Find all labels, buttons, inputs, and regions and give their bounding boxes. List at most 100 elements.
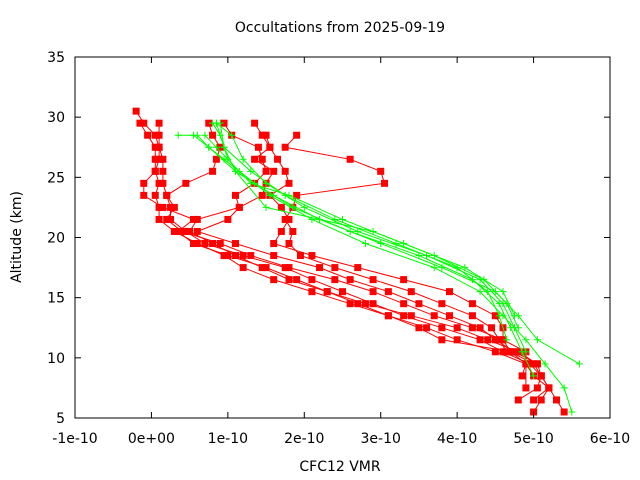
data-point (174, 227, 182, 235)
data-point (262, 167, 270, 175)
data-point (220, 119, 228, 127)
profile-series (163, 119, 553, 404)
data-point (224, 155, 232, 163)
data-point (224, 252, 232, 260)
data-point (369, 276, 377, 284)
data-point (277, 203, 285, 211)
data-point (258, 191, 266, 199)
data-point (247, 252, 255, 260)
data-point (140, 191, 148, 199)
data-point (553, 396, 560, 404)
data-point (514, 324, 522, 332)
data-point (155, 203, 163, 211)
data-point (339, 215, 346, 223)
plot-marks (132, 107, 583, 416)
y-tick-label: 30 (47, 110, 65, 126)
x-tick-label: 6e-10 (590, 431, 630, 447)
data-point (216, 119, 224, 127)
data-point (239, 252, 247, 260)
data-point (186, 227, 194, 235)
data-point (346, 276, 354, 284)
data-point (281, 167, 289, 175)
data-point (155, 155, 163, 163)
data-point (189, 240, 197, 248)
y-tick-label: 35 (47, 50, 65, 66)
data-point (537, 372, 545, 380)
data-point (369, 300, 377, 308)
data-point (293, 131, 301, 139)
data-point (522, 336, 530, 344)
data-point (140, 119, 148, 127)
data-point (354, 264, 362, 272)
data-point (212, 155, 220, 163)
profile-series (136, 119, 545, 404)
data-point (209, 167, 217, 175)
data-point (193, 240, 201, 248)
data-point (189, 131, 197, 139)
series-line (166, 123, 550, 401)
data-point (155, 119, 163, 127)
data-point (296, 252, 304, 260)
x-tick-label: -1e-10 (52, 431, 97, 447)
data-point (151, 191, 159, 199)
data-point (159, 203, 167, 211)
x-tick-label: 2e-10 (284, 431, 324, 447)
data-point (407, 312, 415, 320)
data-point (216, 131, 224, 139)
data-point (495, 312, 503, 320)
x-tick-label: 0e+00 (128, 431, 175, 447)
data-point (262, 264, 270, 272)
data-point (308, 288, 316, 296)
data-point (201, 131, 209, 139)
data-point (281, 215, 289, 223)
data-point (530, 372, 538, 380)
data-point (407, 288, 415, 296)
y-tick-label: 5 (56, 411, 65, 427)
data-point (293, 191, 301, 199)
data-point (468, 300, 476, 308)
series-line (212, 122, 515, 316)
data-point (159, 167, 167, 175)
data-point (468, 312, 476, 320)
data-point (155, 215, 163, 223)
data-point (545, 384, 553, 392)
data-point (289, 203, 297, 211)
x-tick-label: 4e-10 (437, 431, 477, 447)
data-point (316, 264, 324, 272)
data-point (354, 227, 362, 235)
data-point (461, 264, 469, 272)
data-point (476, 336, 484, 344)
profile-series (193, 119, 541, 368)
data-point (499, 348, 507, 356)
data-point (369, 288, 377, 296)
profile-series (193, 131, 583, 368)
data-point (415, 324, 423, 332)
data-point (331, 215, 339, 223)
data-point (533, 384, 541, 392)
x-tick-label: 3e-10 (361, 431, 401, 447)
data-point (224, 215, 232, 223)
data-point (182, 227, 190, 235)
data-point (232, 240, 239, 248)
data-point (308, 276, 316, 284)
data-point (232, 252, 239, 260)
data-point (514, 348, 522, 356)
data-point (491, 336, 499, 344)
data-point (484, 288, 492, 296)
data-point (193, 227, 201, 235)
data-point (285, 191, 293, 199)
data-point (285, 179, 293, 187)
data-point (488, 324, 496, 332)
data-point (400, 312, 408, 320)
data-point (228, 131, 236, 139)
series-line (139, 122, 542, 401)
profile-series (216, 119, 522, 332)
data-point (262, 203, 270, 211)
data-point (526, 360, 534, 368)
data-point (155, 131, 163, 139)
data-point (423, 324, 431, 332)
data-point (510, 348, 518, 356)
data-point (384, 312, 392, 320)
data-point (575, 360, 583, 368)
data-point (151, 143, 159, 151)
